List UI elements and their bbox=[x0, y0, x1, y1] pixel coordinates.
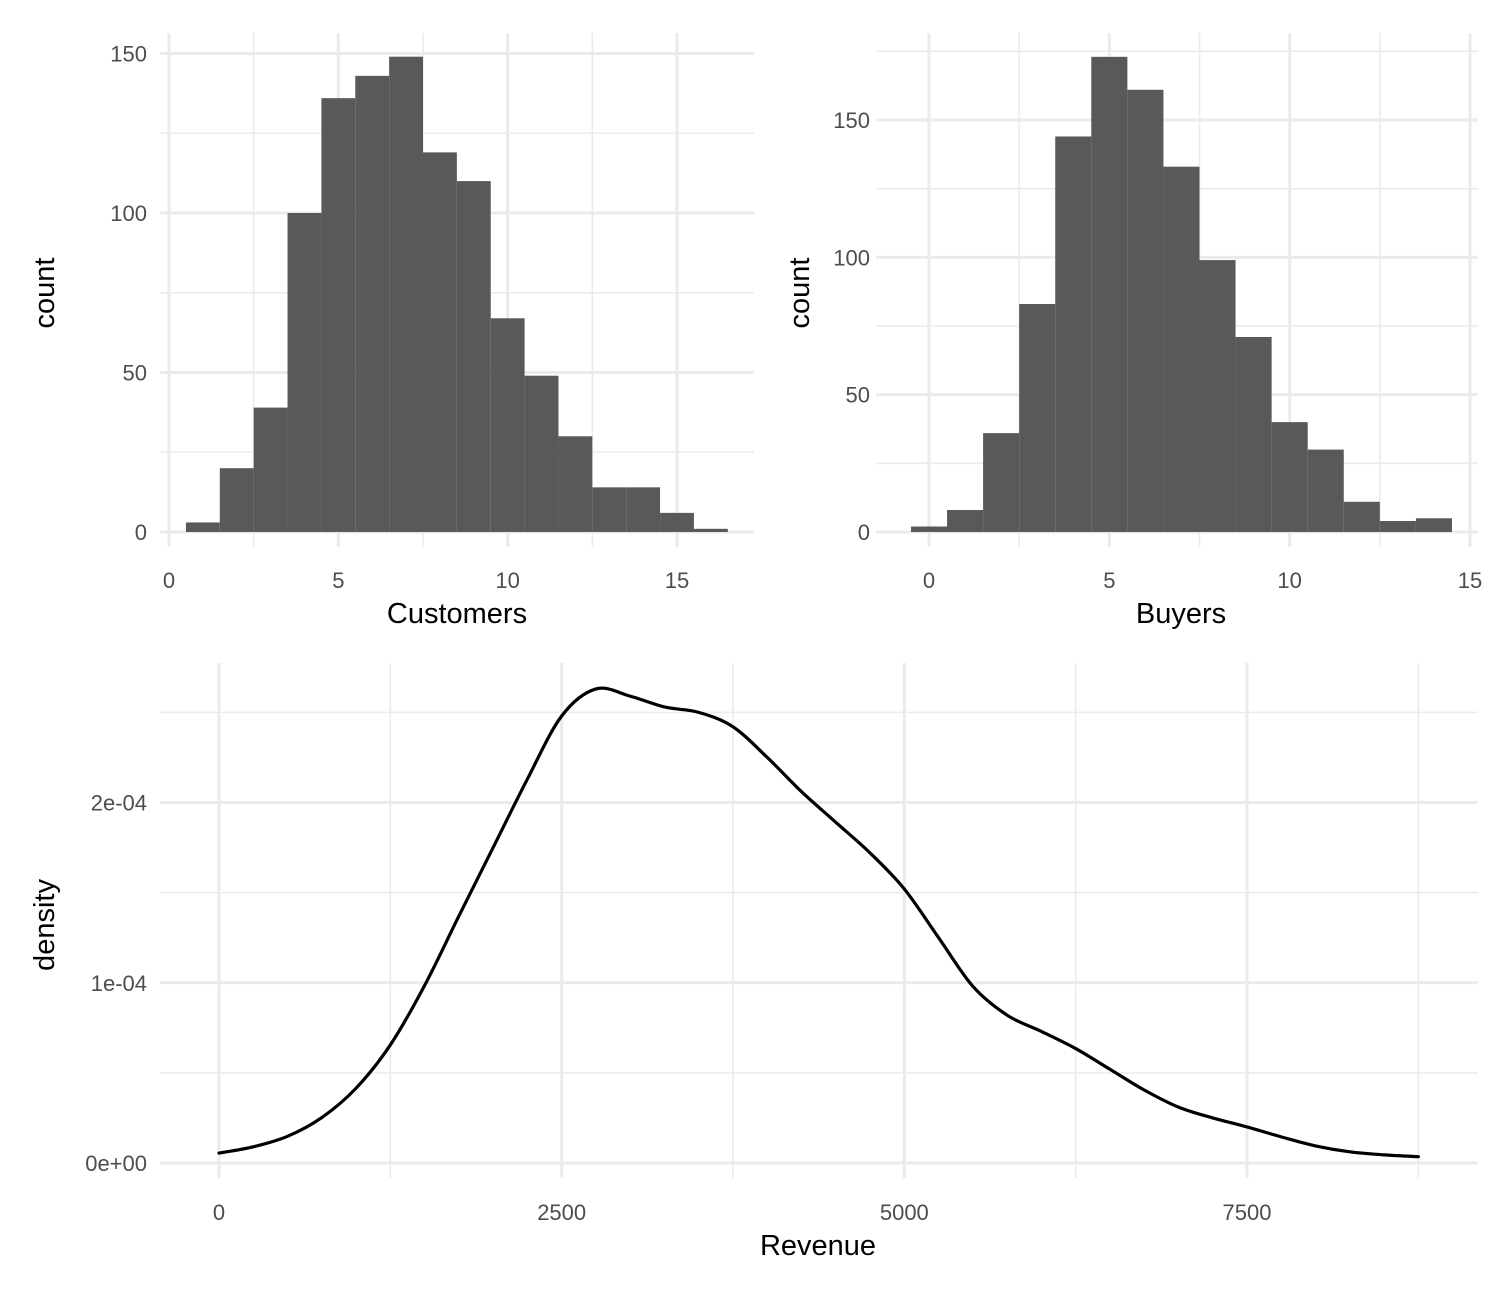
buyers-bars bbox=[910, 56, 1452, 533]
customers-bars bbox=[185, 56, 728, 532]
x-tick-label: 15 bbox=[1458, 568, 1482, 593]
histogram-bar bbox=[1343, 501, 1380, 532]
revenue-tick-labels: 0 2500 5000 7500 0e+00 1e-04 2e-04 bbox=[85, 791, 1271, 1226]
histogram-bar bbox=[660, 512, 694, 532]
histogram-bar bbox=[947, 510, 984, 532]
histogram-bar bbox=[1019, 304, 1056, 532]
x-tick-label: 5000 bbox=[880, 1200, 929, 1225]
histogram-bar bbox=[423, 152, 457, 532]
histogram-bar bbox=[1127, 89, 1164, 532]
histogram-bar bbox=[355, 75, 390, 532]
histogram-bar bbox=[1307, 449, 1344, 532]
histogram-bar bbox=[983, 433, 1020, 532]
customers-x-axis-title: Customers bbox=[387, 598, 527, 630]
histogram-bar bbox=[253, 407, 288, 532]
y-tick-label: 0 bbox=[858, 520, 870, 545]
histogram-bar bbox=[693, 528, 728, 532]
histogram-bar bbox=[524, 375, 559, 532]
y-tick-label: 1e-04 bbox=[91, 971, 147, 996]
histogram-bar bbox=[287, 213, 322, 532]
histogram-bar bbox=[1379, 521, 1416, 532]
revenue-gridlines bbox=[160, 663, 1478, 1178]
y-tick-label: 0e+00 bbox=[85, 1151, 147, 1176]
histogram-bar bbox=[910, 526, 948, 532]
x-tick-label: 5 bbox=[332, 568, 344, 593]
x-tick-label: 0 bbox=[213, 1200, 225, 1225]
customers-y-axis-title: count bbox=[29, 258, 61, 329]
x-tick-label: 5 bbox=[1103, 568, 1115, 593]
histogram-bar bbox=[1415, 518, 1452, 532]
histogram-bar bbox=[558, 436, 593, 532]
histogram-bar bbox=[592, 487, 627, 532]
x-tick-label: 0 bbox=[163, 568, 175, 593]
y-tick-label: 100 bbox=[110, 201, 147, 226]
histogram-bar bbox=[321, 98, 356, 532]
y-tick-label: 50 bbox=[846, 383, 870, 408]
buyers-x-axis-title: Buyers bbox=[1136, 598, 1226, 630]
histogram-bar bbox=[185, 522, 220, 532]
y-tick-label: 0 bbox=[135, 520, 147, 545]
histogram-bar bbox=[389, 56, 423, 532]
histogram-bar bbox=[219, 468, 254, 532]
histogram-bar bbox=[626, 487, 661, 532]
histogram-bar bbox=[490, 318, 525, 532]
y-tick-label: 100 bbox=[833, 245, 870, 270]
histogram-bar bbox=[1055, 136, 1092, 533]
y-tick-label: 50 bbox=[123, 361, 147, 386]
density-curve bbox=[217, 686, 1420, 1159]
y-tick-label: 150 bbox=[110, 42, 147, 67]
x-tick-label: 10 bbox=[495, 568, 519, 593]
revenue-density-panel: 0 2500 5000 7500 0e+00 1e-04 2e-04 Revenue densi… bbox=[29, 663, 1478, 1262]
buyers-y-axis-title: count bbox=[784, 258, 816, 329]
histogram-bar bbox=[1235, 336, 1272, 532]
revenue-y-axis-title: density bbox=[29, 879, 61, 971]
revenue-x-axis-title: Revenue bbox=[760, 1230, 876, 1262]
histogram-bar bbox=[456, 181, 491, 532]
histogram-bar bbox=[1091, 56, 1128, 533]
histogram-bar bbox=[1199, 260, 1236, 532]
x-tick-label: 7500 bbox=[1223, 1200, 1272, 1225]
x-tick-label: 10 bbox=[1277, 568, 1301, 593]
histogram-bar bbox=[1163, 166, 1200, 532]
x-tick-label: 0 bbox=[923, 568, 935, 593]
y-tick-label: 2e-04 bbox=[91, 791, 147, 816]
y-tick-label: 150 bbox=[833, 108, 870, 133]
x-tick-label: 15 bbox=[665, 568, 689, 593]
x-tick-label: 2500 bbox=[537, 1200, 586, 1225]
histogram-bar bbox=[1271, 422, 1308, 532]
